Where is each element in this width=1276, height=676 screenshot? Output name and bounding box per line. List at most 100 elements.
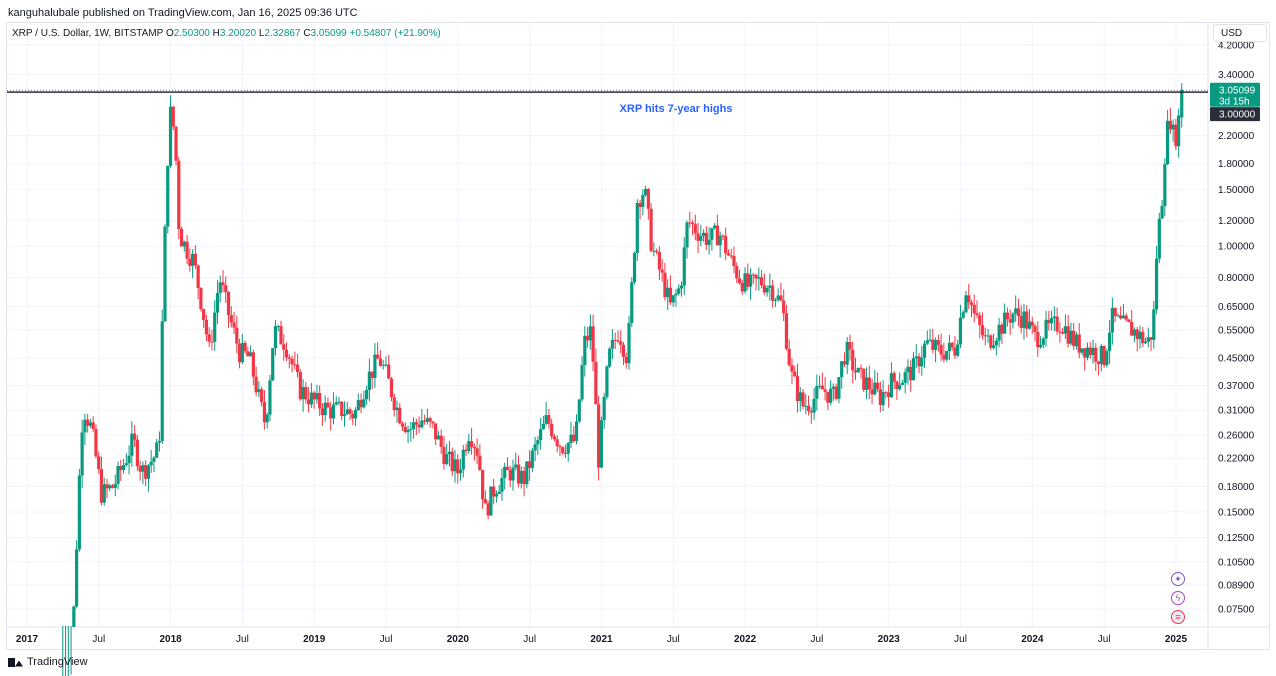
candle-body — [207, 334, 211, 342]
indicator-icon[interactable]: ✦ — [1171, 572, 1185, 586]
candle-body — [97, 456, 101, 470]
y-tick-label: 0.55000 — [1218, 325, 1255, 336]
candle-body — [864, 377, 869, 390]
candle-body — [1105, 351, 1109, 366]
candle-body — [754, 274, 758, 279]
candle-body — [121, 465, 126, 471]
candle-body — [179, 228, 184, 247]
candle-body — [605, 366, 609, 397]
low-value: 2.32867 — [264, 28, 301, 39]
y-tick-label: 0.26000 — [1218, 430, 1255, 441]
candle-body — [594, 361, 598, 405]
candle-body — [713, 225, 717, 229]
candle-body — [489, 486, 493, 516]
candle-body — [290, 358, 294, 365]
candle-body — [323, 402, 327, 416]
candle-body — [469, 441, 474, 447]
x-tick-label: Jul — [92, 634, 105, 645]
tradingview-logo-icon — [8, 657, 23, 667]
candle-body — [243, 342, 247, 352]
candle-body — [182, 241, 186, 247]
candle-body — [577, 399, 581, 422]
candle-body — [1149, 337, 1153, 340]
candle-body — [409, 429, 413, 431]
candle-body — [160, 321, 164, 442]
candle-body — [240, 342, 244, 363]
candle-body — [486, 503, 490, 516]
candle-body — [445, 454, 449, 465]
candle-body — [392, 397, 396, 411]
candle-body — [597, 404, 601, 468]
candle-body — [458, 469, 463, 474]
candle-body — [1174, 124, 1178, 147]
candle-body — [1005, 312, 1010, 320]
candle-body — [721, 235, 725, 237]
open-value: 2.50300 — [173, 28, 210, 39]
candle-body — [141, 465, 145, 472]
candle-body — [337, 401, 341, 403]
candle-body — [467, 441, 471, 452]
candle-body — [530, 450, 534, 468]
candle-body — [295, 364, 300, 373]
candle-body — [342, 414, 347, 417]
candle-body — [149, 461, 153, 466]
us-flag-icon[interactable]: ≡ — [1171, 610, 1185, 624]
candle-body — [1055, 316, 1059, 332]
candle-body — [127, 455, 131, 464]
candle-body — [1102, 346, 1106, 366]
candle-body — [359, 400, 363, 408]
candle-body — [1061, 332, 1065, 334]
tradingview-logo[interactable]: TradingView — [8, 656, 88, 668]
lightning-icon[interactable]: ϟ — [1171, 591, 1185, 605]
candle-body — [271, 348, 275, 381]
candle-body — [870, 389, 874, 395]
candle-body — [696, 233, 700, 241]
candle-body — [550, 423, 554, 437]
candle-body — [1171, 124, 1175, 130]
candle-body — [801, 392, 805, 407]
y-tick-label: 2.20000 — [1218, 131, 1255, 142]
candle-body — [715, 225, 719, 246]
candle-body — [887, 392, 891, 398]
candle-body — [690, 222, 695, 225]
candle-body — [911, 358, 916, 381]
candle-body — [809, 411, 813, 413]
candle-body — [1003, 312, 1007, 334]
candle-body — [398, 407, 402, 424]
candle-body — [389, 378, 394, 398]
candle-body — [260, 389, 264, 403]
candle-body — [666, 287, 670, 298]
candle-body — [737, 278, 742, 284]
candle-body — [831, 386, 835, 389]
candle-body — [478, 455, 482, 470]
candle-body — [671, 295, 675, 303]
candle-body — [859, 367, 863, 369]
candle-body — [572, 434, 576, 442]
currency-button[interactable]: USD — [1213, 24, 1267, 42]
candle-body — [284, 349, 289, 358]
candle-body — [340, 401, 344, 417]
candle-body — [646, 188, 650, 209]
candle-body — [1069, 330, 1073, 344]
candle-body — [1083, 348, 1087, 358]
candle-body — [1025, 311, 1029, 329]
candle-body — [798, 392, 802, 402]
candle-body — [75, 549, 79, 607]
candle-body — [917, 356, 921, 367]
countdown-label: 3d 15h — [1219, 96, 1250, 107]
candle-body — [257, 389, 261, 393]
candle-body — [881, 392, 885, 406]
candle-body — [1016, 308, 1021, 316]
candle-body — [939, 344, 943, 355]
candle-body — [975, 313, 979, 316]
high-label: H — [212, 28, 220, 39]
candle-body — [552, 436, 557, 440]
candle-body — [1138, 331, 1142, 340]
candle-body — [77, 475, 81, 550]
x-tick-label: Jul — [811, 634, 824, 645]
candle-body — [1072, 330, 1076, 347]
y-tick-label: 0.65000 — [1218, 302, 1255, 313]
candle-body — [751, 274, 755, 276]
candle-body — [953, 347, 957, 356]
